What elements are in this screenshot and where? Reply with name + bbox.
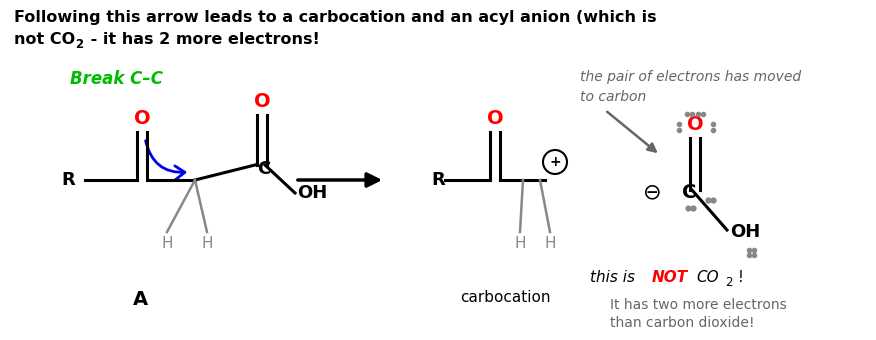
Text: O: O xyxy=(687,115,703,134)
Text: ⊖: ⊖ xyxy=(643,182,661,202)
Text: CO: CO xyxy=(696,270,718,285)
Text: O: O xyxy=(487,109,504,128)
Text: - it has 2 more electrons!: - it has 2 more electrons! xyxy=(85,32,320,47)
Text: Break C–C: Break C–C xyxy=(70,70,163,88)
Text: this is: this is xyxy=(590,270,639,285)
Text: C: C xyxy=(257,160,271,178)
Text: !: ! xyxy=(733,270,744,285)
Text: R: R xyxy=(431,171,445,189)
Text: OH: OH xyxy=(730,223,760,241)
Text: It has two more electrons: It has two more electrons xyxy=(610,298,787,312)
Text: O: O xyxy=(134,109,151,128)
Text: H: H xyxy=(544,236,555,251)
Text: H: H xyxy=(161,236,173,251)
Text: carbocation: carbocation xyxy=(460,290,550,305)
Text: to carbon: to carbon xyxy=(580,90,646,104)
Text: C: C xyxy=(682,183,696,202)
Text: R: R xyxy=(61,171,75,189)
FancyArrowPatch shape xyxy=(145,141,185,180)
Text: H: H xyxy=(514,236,526,251)
Text: 2: 2 xyxy=(725,276,732,289)
Text: OH: OH xyxy=(297,184,328,202)
Text: not CO: not CO xyxy=(14,32,75,47)
Text: Following this arrow leads to a carbocation and an acyl anion (which is: Following this arrow leads to a carbocat… xyxy=(14,10,657,25)
Text: H: H xyxy=(201,236,213,251)
Text: +: + xyxy=(549,155,561,169)
Text: than carbon dioxide!: than carbon dioxide! xyxy=(610,316,754,330)
Text: the pair of electrons has moved: the pair of electrons has moved xyxy=(580,70,802,84)
Text: NOT: NOT xyxy=(652,270,689,285)
Text: A: A xyxy=(132,290,147,309)
Text: 2: 2 xyxy=(75,38,83,51)
Text: O: O xyxy=(254,92,271,111)
